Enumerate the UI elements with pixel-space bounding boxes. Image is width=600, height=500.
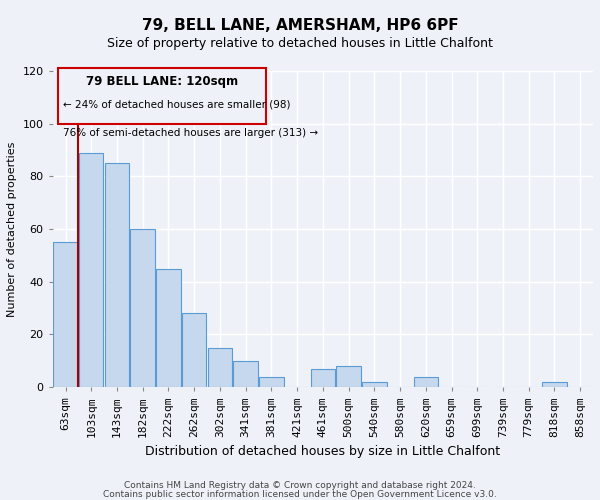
Bar	[413, 376, 438, 387]
Bar	[79, 152, 103, 387]
Text: 79 BELL LANE: 120sqm: 79 BELL LANE: 120sqm	[86, 74, 238, 88]
Bar	[208, 348, 232, 387]
Bar	[362, 382, 386, 387]
Bar	[311, 368, 335, 387]
Bar	[337, 366, 361, 387]
Bar	[130, 229, 155, 387]
FancyBboxPatch shape	[58, 68, 266, 124]
Text: 79, BELL LANE, AMERSHAM, HP6 6PF: 79, BELL LANE, AMERSHAM, HP6 6PF	[142, 18, 458, 32]
Bar	[53, 242, 78, 387]
Bar	[105, 163, 129, 387]
Text: Contains public sector information licensed under the Open Government Licence v3: Contains public sector information licen…	[103, 490, 497, 499]
Text: Size of property relative to detached houses in Little Chalfont: Size of property relative to detached ho…	[107, 38, 493, 51]
Bar	[542, 382, 566, 387]
Bar	[233, 361, 258, 387]
Bar	[259, 376, 284, 387]
X-axis label: Distribution of detached houses by size in Little Chalfont: Distribution of detached houses by size …	[145, 445, 500, 458]
Text: Contains HM Land Registry data © Crown copyright and database right 2024.: Contains HM Land Registry data © Crown c…	[124, 481, 476, 490]
Text: ← 24% of detached houses are smaller (98): ← 24% of detached houses are smaller (98…	[63, 100, 291, 110]
Text: 76% of semi-detached houses are larger (313) →: 76% of semi-detached houses are larger (…	[63, 128, 319, 138]
Y-axis label: Number of detached properties: Number of detached properties	[7, 142, 17, 317]
Bar	[156, 268, 181, 387]
Bar	[182, 314, 206, 387]
